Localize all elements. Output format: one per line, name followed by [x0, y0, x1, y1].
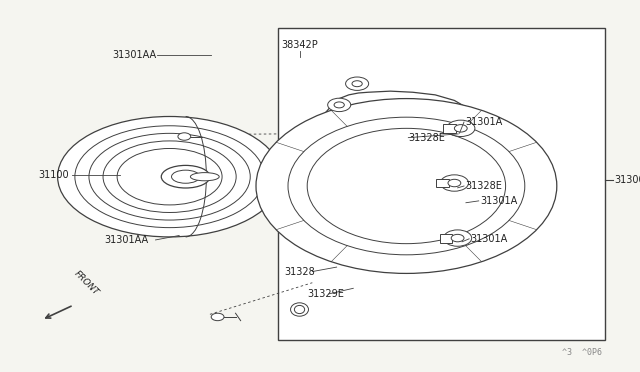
Circle shape — [211, 313, 224, 321]
Circle shape — [328, 98, 351, 112]
Circle shape — [454, 125, 467, 132]
Text: 31328E: 31328E — [408, 133, 445, 142]
Circle shape — [334, 102, 344, 108]
Circle shape — [440, 175, 468, 191]
Circle shape — [448, 179, 461, 187]
Bar — [440, 234, 452, 243]
Bar — [278, 28, 605, 340]
Text: 31301A: 31301A — [480, 196, 517, 206]
Ellipse shape — [161, 166, 210, 188]
Text: 31301AA: 31301AA — [104, 235, 148, 245]
Text: 31301A: 31301A — [470, 234, 508, 244]
Text: 31100: 31100 — [38, 170, 69, 180]
Ellipse shape — [58, 116, 282, 237]
Text: 31329E: 31329E — [307, 289, 344, 299]
Text: FRONT: FRONT — [72, 269, 100, 298]
Polygon shape — [285, 91, 490, 238]
Circle shape — [178, 133, 191, 140]
Text: 31328: 31328 — [285, 267, 316, 276]
Text: ^3  ^0P6: ^3 ^0P6 — [562, 348, 602, 357]
Circle shape — [444, 230, 472, 246]
Ellipse shape — [172, 170, 200, 183]
Circle shape — [451, 234, 464, 242]
Circle shape — [256, 99, 557, 273]
Circle shape — [352, 81, 362, 87]
Text: 31300: 31300 — [614, 176, 640, 185]
Bar — [443, 124, 456, 133]
Circle shape — [447, 120, 475, 137]
Text: 31301A: 31301A — [465, 117, 502, 127]
Ellipse shape — [291, 303, 308, 316]
Ellipse shape — [191, 173, 219, 181]
Bar — [436, 179, 449, 187]
Text: 31301AA: 31301AA — [113, 50, 157, 60]
Circle shape — [346, 77, 369, 90]
Text: 31328E: 31328E — [465, 181, 502, 191]
Text: 38342P: 38342P — [282, 41, 318, 50]
